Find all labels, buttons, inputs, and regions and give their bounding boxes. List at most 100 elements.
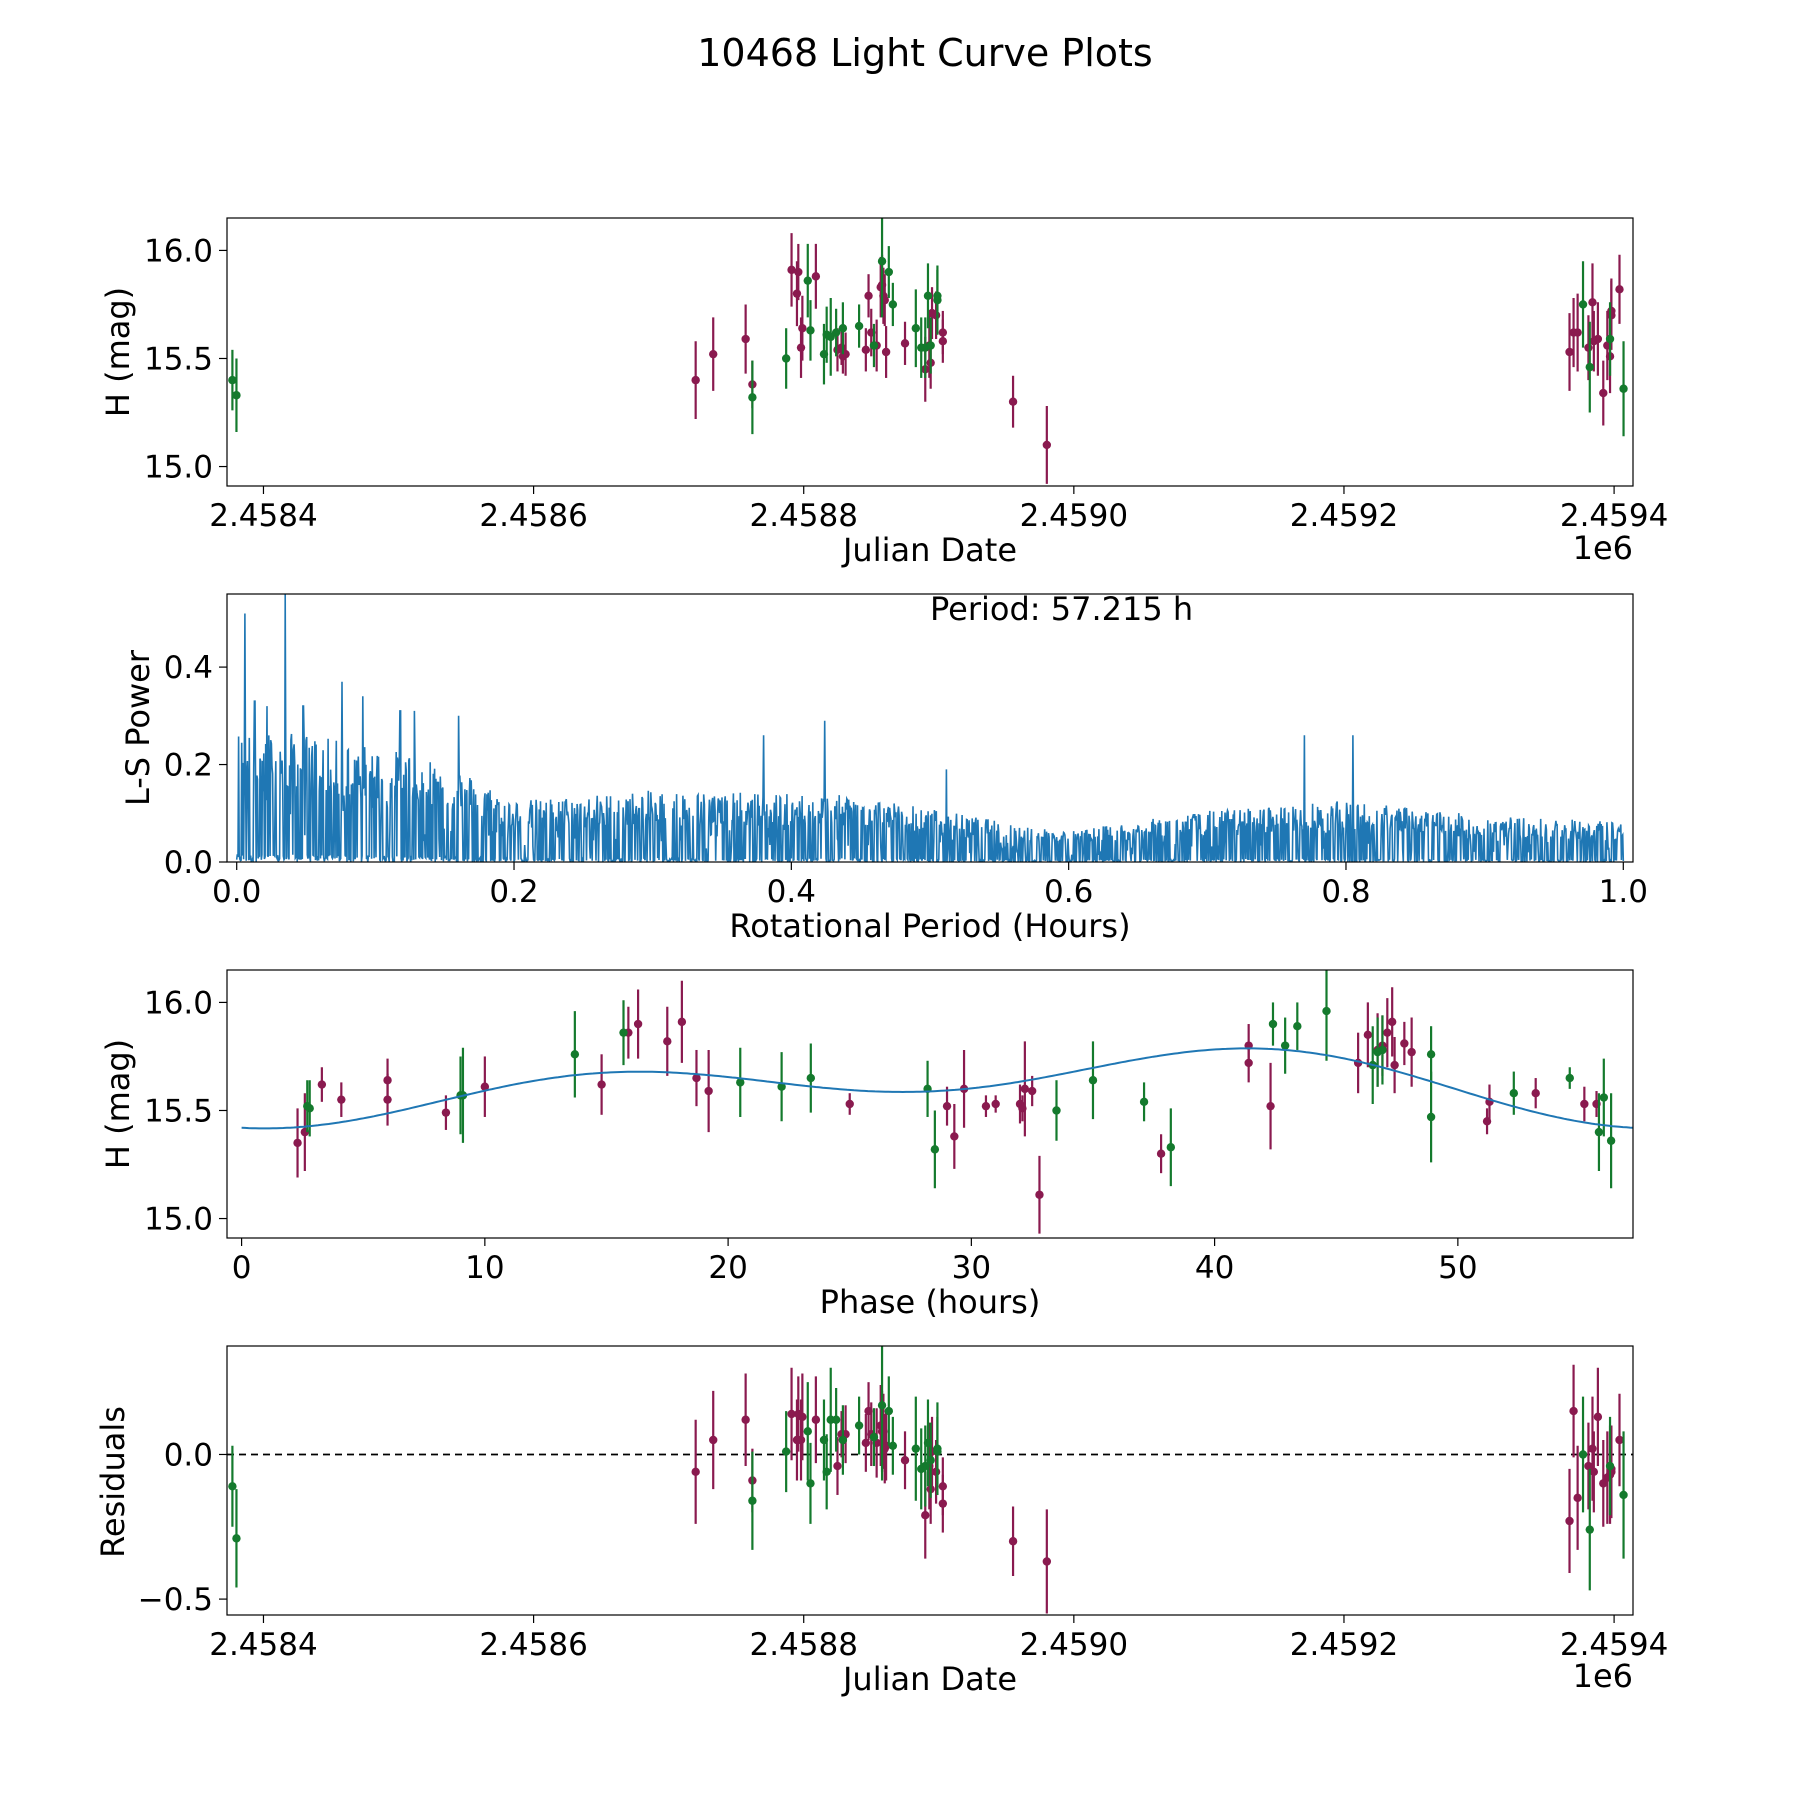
period-annotation: Period: 57.215 h bbox=[930, 590, 1193, 628]
light-curve-axes-frame bbox=[226, 217, 1634, 487]
x-tick-label: 2.4588 bbox=[749, 498, 857, 534]
x-tick-label: 2.4592 bbox=[1290, 498, 1398, 534]
x-tick-label: 0.6 bbox=[1044, 874, 1093, 910]
data-point bbox=[1293, 1021, 1302, 1031]
x-tick-label: 10 bbox=[465, 1250, 504, 1286]
data-point bbox=[1569, 1406, 1578, 1416]
data-point bbox=[1156, 1149, 1166, 1158]
data-point bbox=[923, 291, 933, 301]
light-curve-offset-text: 1e6 bbox=[1573, 529, 1633, 567]
data-point bbox=[822, 1467, 831, 1477]
data-point bbox=[1588, 1444, 1597, 1453]
data-point bbox=[1605, 334, 1615, 344]
y-tick-label: 0.0 bbox=[164, 1437, 213, 1473]
x-tick-label: 1.0 bbox=[1599, 874, 1648, 910]
data-point bbox=[704, 1086, 713, 1096]
data-point bbox=[854, 321, 864, 331]
periodogram-x-ticks: 0.0 0.2 0.4 0.6 0.8 1.0 bbox=[212, 862, 1648, 910]
data-point bbox=[884, 1406, 894, 1416]
data-point bbox=[781, 1447, 791, 1456]
residuals-offset-text: 1e6 bbox=[1573, 1657, 1633, 1695]
data-point bbox=[781, 354, 791, 363]
data-point bbox=[938, 336, 948, 346]
data-point bbox=[1585, 362, 1594, 372]
data-point bbox=[1584, 1461, 1593, 1471]
data-point bbox=[831, 328, 841, 337]
data-point bbox=[845, 1099, 854, 1109]
data-point bbox=[950, 1132, 959, 1141]
data-point bbox=[748, 393, 757, 402]
data-point bbox=[787, 265, 796, 275]
data-point bbox=[1027, 1086, 1037, 1096]
phase-fold-y-ticks: 15.0 15.5 16.0 bbox=[144, 985, 227, 1238]
data-point bbox=[777, 1082, 786, 1091]
data-point bbox=[869, 341, 879, 350]
data-point bbox=[1008, 1537, 1018, 1546]
y-tick-label: 16.0 bbox=[144, 985, 213, 1021]
data-point bbox=[861, 1438, 871, 1448]
y-tick-label: 15.0 bbox=[144, 1202, 213, 1238]
periodogram-line bbox=[235, 594, 1625, 862]
residuals-x-ticks: 2.4584 2.4586 2.4588 2.4590 2.4592 2.4594 bbox=[209, 1615, 1668, 1663]
data-point bbox=[1599, 1093, 1609, 1102]
data-point bbox=[232, 1534, 241, 1543]
data-point bbox=[748, 1496, 757, 1505]
data-point bbox=[1593, 1412, 1603, 1422]
phase-fold-axes-frame bbox=[226, 969, 1634, 1239]
data-point bbox=[1573, 1493, 1582, 1503]
data-point bbox=[1578, 1450, 1588, 1459]
data-point bbox=[1615, 285, 1624, 294]
data-point bbox=[1400, 1039, 1409, 1048]
data-point bbox=[1042, 1557, 1052, 1566]
phase-fold-xlabel: Phase (hours) bbox=[820, 1283, 1041, 1321]
data-point bbox=[741, 334, 750, 344]
data-point bbox=[1565, 1516, 1574, 1526]
data-point bbox=[1363, 1030, 1373, 1040]
phase-fold-panel: 0 10 20 30 40 50 15.0 15.5 16.0 Phase (hours) H… bbox=[99, 969, 1634, 1321]
data-point bbox=[1619, 1490, 1628, 1500]
y-tick-label: 15.0 bbox=[144, 450, 213, 486]
data-point bbox=[933, 1447, 942, 1456]
data-point bbox=[931, 1467, 941, 1477]
periodogram-xlabel: Rotational Period (Hours) bbox=[729, 907, 1130, 945]
data-point bbox=[900, 339, 910, 348]
light-curve-panel: 2.4584 2.4586 2.4588 2.4590 2.4592 2.4594 15.… bbox=[99, 217, 1668, 569]
data-point bbox=[1605, 1461, 1615, 1471]
data-point bbox=[1565, 1073, 1574, 1083]
data-point bbox=[877, 1401, 887, 1410]
data-point bbox=[1322, 1006, 1331, 1016]
data-point bbox=[1580, 1099, 1589, 1109]
data-point bbox=[570, 1050, 580, 1059]
x-tick-label: 30 bbox=[952, 1250, 991, 1286]
residuals-axes-frame bbox=[226, 1345, 1634, 1616]
data-point bbox=[1565, 347, 1574, 357]
data-point bbox=[633, 1019, 643, 1029]
data-point bbox=[480, 1082, 490, 1091]
data-point bbox=[1390, 1060, 1399, 1070]
data-point bbox=[942, 1101, 952, 1111]
data-point bbox=[838, 324, 848, 333]
data-point bbox=[709, 349, 718, 359]
y-tick-label: −0.5 bbox=[138, 1582, 213, 1618]
y-tick-label: 0.2 bbox=[164, 748, 213, 784]
light-curve-xlabel: Julian Date bbox=[841, 531, 1017, 569]
x-tick-label: 2.4584 bbox=[209, 498, 317, 534]
data-point bbox=[838, 1435, 848, 1445]
data-point bbox=[861, 345, 871, 355]
residuals-ylabel: Residuals bbox=[94, 1406, 132, 1558]
data-point bbox=[1426, 1050, 1436, 1059]
data-point bbox=[1139, 1097, 1149, 1107]
data-point bbox=[383, 1095, 392, 1104]
data-point bbox=[709, 1435, 718, 1445]
data-point bbox=[1383, 1028, 1392, 1037]
data-point bbox=[1020, 1084, 1030, 1094]
data-point bbox=[691, 375, 700, 385]
sinusoid-fit-line bbox=[241, 1047, 1633, 1130]
x-tick-label: 2.4594 bbox=[1560, 1627, 1668, 1663]
y-tick-label: 15.5 bbox=[144, 1093, 213, 1129]
data-point bbox=[831, 1415, 841, 1424]
data-point bbox=[796, 1435, 806, 1445]
light-curve-x-ticks: 2.4584 2.4586 2.4588 2.4590 2.4592 2.4594 bbox=[209, 486, 1668, 534]
data-point bbox=[1585, 1525, 1594, 1534]
